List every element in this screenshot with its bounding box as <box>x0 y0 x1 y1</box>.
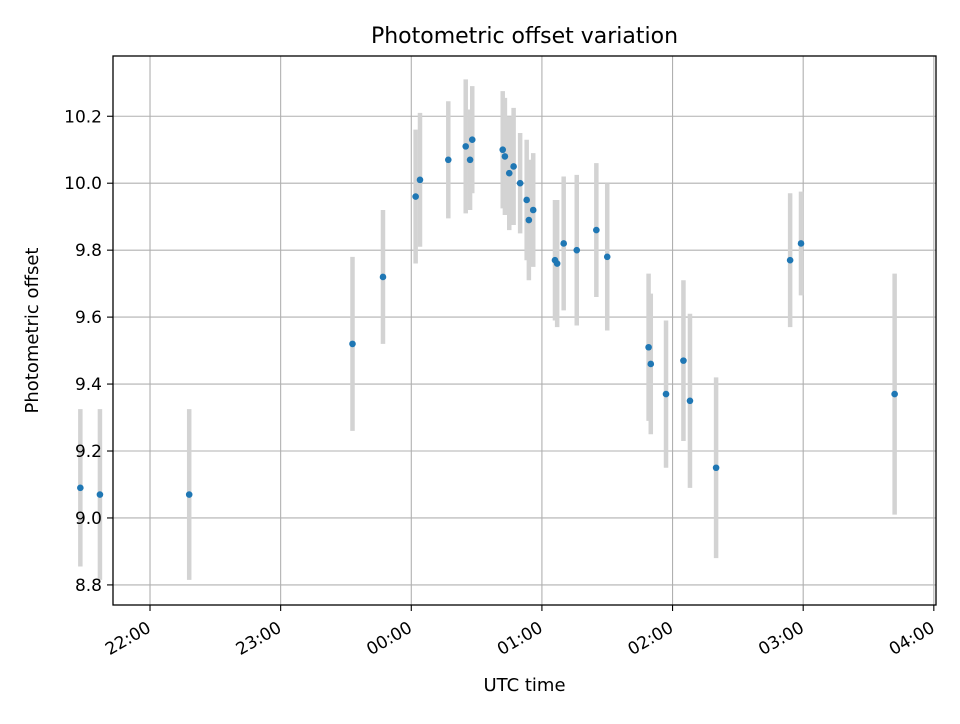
y-tick-label: 10.2 <box>64 107 102 127</box>
data-point <box>529 206 537 214</box>
x-axis-label: UTC time <box>483 675 565 696</box>
data-point <box>797 240 805 247</box>
data-point <box>603 253 611 261</box>
data-point <box>786 256 794 264</box>
data-point <box>593 226 600 234</box>
chart-title: Photometric offset variation <box>371 24 678 49</box>
data-point <box>416 176 424 184</box>
data-point <box>444 156 452 164</box>
y-axis-label: Photometric offset <box>22 248 43 414</box>
data-point <box>349 340 356 348</box>
data-point <box>525 216 533 224</box>
data-point <box>680 357 687 364</box>
data-point <box>77 484 84 492</box>
data-point <box>686 397 694 405</box>
y-tick-label: 9.6 <box>75 308 102 328</box>
data-point <box>185 491 193 498</box>
data-point <box>505 169 513 177</box>
data-point <box>499 146 507 154</box>
data-point <box>891 390 898 398</box>
data-point <box>501 153 509 160</box>
data-point <box>662 390 670 398</box>
y-tick-label: 8.8 <box>75 576 102 596</box>
data-point <box>553 260 561 267</box>
y-tick-label: 9.4 <box>75 375 102 395</box>
plot-area-frame <box>112 55 937 606</box>
y-tick-label: 9.2 <box>75 442 102 462</box>
data-point <box>516 179 524 187</box>
data-point <box>560 240 567 247</box>
y-axis: 8.8 9.0 9.2 9.4 9.6 9.8 10.0 10.2 <box>64 107 113 596</box>
data-point <box>468 136 476 143</box>
data-point <box>412 193 419 200</box>
data-point <box>645 343 652 351</box>
y-tick-label: 10.0 <box>64 174 102 194</box>
data-point <box>523 196 530 204</box>
y-tick-label: 9.8 <box>75 241 102 261</box>
data-point <box>379 273 387 281</box>
data-point <box>96 491 104 498</box>
data-point <box>647 360 655 368</box>
data-point <box>466 156 474 164</box>
y-tick-label: 9.0 <box>75 509 102 529</box>
data-point <box>462 143 470 150</box>
data-point <box>712 464 720 472</box>
data-points <box>77 136 898 498</box>
data-point <box>510 163 517 170</box>
data-point <box>573 246 581 254</box>
